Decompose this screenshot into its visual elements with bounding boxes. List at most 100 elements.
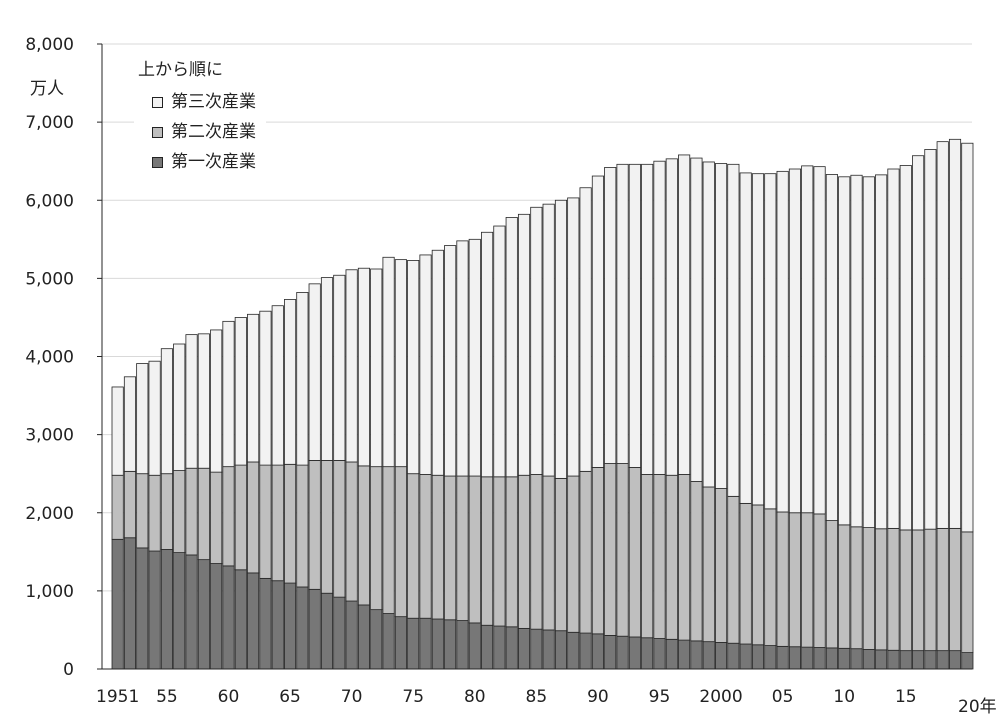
legend: 上から順に 第三次産業 第二次産業 第一次産業: [134, 58, 266, 183]
bar-segment-secondary: [271, 464, 284, 582]
bar-segment-primary: [419, 617, 432, 670]
y-tick-label: 0: [63, 660, 74, 680]
x-tick-label: 10: [833, 687, 855, 707]
bar-segment-secondary: [899, 529, 912, 652]
bar-segment-tertiary: [899, 165, 912, 531]
bar-segment-primary: [431, 618, 444, 670]
bar-segment-tertiary: [628, 163, 641, 468]
bar-segment-primary: [320, 592, 334, 670]
bar-segment-secondary: [382, 466, 395, 614]
bar-segment-secondary: [505, 476, 518, 628]
legend-item-primary: 第一次産業: [152, 147, 256, 177]
bar-segment-primary: [542, 629, 555, 670]
bar-segment-tertiary: [185, 334, 198, 469]
bar-segment-primary: [813, 647, 826, 670]
y-tick-label: 4,000: [25, 348, 74, 368]
bar-segment-primary: [912, 650, 925, 670]
bar-segment-secondary: [530, 474, 543, 630]
bar-segment-tertiary: [936, 141, 949, 529]
bar-segment-tertiary: [641, 163, 654, 475]
x-tick-label: 90: [587, 687, 609, 707]
bar-segment-tertiary: [259, 310, 272, 466]
bar-segment-secondary: [493, 476, 506, 627]
bar-segment-tertiary: [924, 149, 937, 530]
bar-segment-tertiary: [247, 313, 260, 463]
bar-segment-secondary: [961, 531, 974, 653]
bar-segment-secondary: [912, 529, 925, 652]
bar-segment-secondary: [702, 486, 715, 643]
bar-segment-tertiary: [456, 240, 469, 477]
bar-segment-secondary: [283, 463, 297, 584]
bar-segment-tertiary: [111, 386, 124, 476]
legend-swatch-tertiary: [152, 96, 163, 108]
bar-segment-primary: [628, 636, 641, 670]
bar-segment-tertiary: [579, 187, 592, 472]
legend-swatch-secondary: [152, 126, 163, 138]
bar-segment-secondary: [653, 474, 666, 639]
bar-segment-primary: [370, 609, 383, 670]
bar-segment-primary: [764, 645, 777, 670]
y-axis-unit-label: 万人: [30, 79, 64, 99]
bar-segment-secondary: [148, 474, 161, 552]
bar-segment-tertiary: [948, 138, 962, 529]
bar-segment-primary: [210, 563, 223, 670]
bar-segment-secondary: [604, 463, 617, 636]
bar-segment-primary: [382, 613, 395, 670]
bar-segment-primary: [345, 600, 358, 670]
x-tick-label: 95: [649, 687, 671, 707]
bar-segment-primary: [567, 631, 580, 670]
bar-segment-secondary: [111, 474, 124, 540]
bar-segment-tertiary: [357, 267, 371, 467]
x-tick-label: 1951: [96, 687, 139, 707]
bar-segment-tertiary: [788, 168, 801, 514]
x-tick-label: 65: [279, 687, 301, 707]
bar-segment-tertiary: [296, 292, 309, 466]
bar-segment-tertiary: [690, 157, 703, 482]
y-tick-label: 7,000: [25, 113, 74, 133]
bar-segment-tertiary: [493, 225, 506, 478]
bar-segment-primary: [702, 641, 715, 670]
bar-segment-primary: [259, 577, 272, 670]
bar-segment-tertiary: [370, 268, 383, 468]
bar-segment-tertiary: [517, 213, 531, 476]
bar-segment-primary: [283, 582, 297, 670]
legend-label-secondary: 第二次産業: [171, 121, 256, 142]
bar-segment-tertiary: [813, 166, 826, 515]
bar-segment-secondary: [210, 471, 223, 564]
bar-segment-tertiary: [776, 170, 789, 513]
bar-segment-primary: [111, 538, 124, 670]
legend-item-secondary: 第二次産業: [152, 117, 256, 147]
bar-segment-primary: [481, 624, 494, 670]
bar-segment-secondary: [431, 474, 444, 620]
bar-segment-primary: [394, 616, 407, 670]
bar-segment-secondary: [801, 512, 814, 648]
bar-segment-primary: [591, 633, 604, 670]
bar-segment-primary: [776, 645, 789, 670]
bar-segment-primary: [936, 650, 949, 670]
bar-segment-secondary: [308, 460, 321, 590]
bar-segment-tertiary: [764, 173, 777, 510]
bar-segment-primary: [788, 646, 801, 670]
bar-segment-secondary: [173, 470, 186, 553]
bar-segment-tertiary: [567, 197, 580, 477]
legend-label-tertiary: 第三次産業: [171, 91, 256, 112]
bar-segment-tertiary: [210, 329, 223, 473]
bar-segment-tertiary: [345, 269, 358, 463]
bar-segment-secondary: [370, 466, 383, 611]
bar-segment-primary: [456, 620, 469, 670]
bar-segment-tertiary: [407, 260, 420, 475]
bar-segment-primary: [579, 632, 592, 670]
bar-segment-secondary: [665, 474, 678, 640]
bar-segment-primary: [727, 642, 740, 670]
bar-segment-primary: [739, 643, 752, 670]
bar-segment-secondary: [591, 467, 604, 635]
bar-segment-tertiary: [505, 217, 518, 478]
bar-segment-primary: [160, 549, 173, 670]
bar-segment-secondary: [788, 512, 801, 648]
y-tick-label: 2,000: [25, 504, 74, 524]
bar-segment-primary: [308, 588, 321, 670]
x-tick-label: 15: [895, 687, 917, 707]
bar-segment-tertiary: [665, 158, 678, 476]
bar-segment-primary: [641, 637, 654, 670]
bar-segment-tertiary: [875, 174, 888, 530]
